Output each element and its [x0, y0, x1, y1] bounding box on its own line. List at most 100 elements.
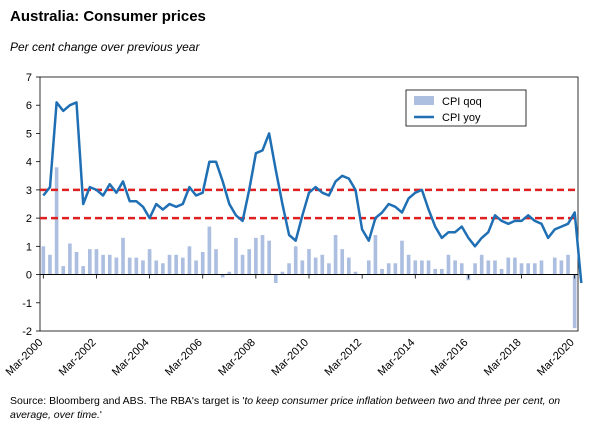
x-tick-label: Mar-2018: [482, 337, 524, 379]
qoq-bar: [214, 249, 218, 275]
x-tick-label: Mar-2010: [269, 337, 311, 379]
qoq-bar: [400, 240, 404, 275]
qoq-bar: [572, 274, 577, 329]
qoq-bar: [459, 263, 464, 275]
qoq-bar: [167, 254, 172, 275]
qoq-bar: [300, 260, 305, 275]
qoq-bar: [426, 260, 431, 275]
qoq-bar: [347, 257, 351, 275]
qoq-bar: [506, 257, 511, 275]
y-tick-label: -1: [22, 298, 32, 310]
qoq-bar: [366, 260, 371, 275]
qoq-bar: [327, 263, 331, 275]
qoq-bar: [200, 251, 205, 275]
qoq-bar: [161, 263, 165, 275]
qoq-bar: [559, 260, 564, 275]
qoq-bar: [41, 246, 46, 275]
y-tick-label: 5: [26, 128, 32, 140]
qoq-bar: [220, 274, 225, 278]
qoq-bar: [74, 251, 79, 275]
y-tick-label: -2: [22, 326, 32, 338]
y-tick-label: 0: [26, 270, 32, 282]
y-tick-label: 6: [26, 100, 32, 112]
qoq-bar: [552, 257, 557, 275]
qoq-bar: [380, 268, 384, 275]
qoq-bar: [94, 249, 99, 275]
plot-area: [39, 76, 579, 332]
qoq-bar: [87, 249, 92, 275]
source-suffix: ': [99, 409, 102, 421]
y-tick-label: 1: [26, 241, 32, 253]
qoq-bar: [293, 246, 298, 275]
qoq-bar: [247, 249, 252, 275]
qoq-bar: [121, 237, 125, 275]
qoq-bar: [340, 249, 345, 275]
qoq-bar: [54, 167, 59, 275]
x-tick-label: Mar-2006: [163, 337, 205, 379]
qoq-bar: [320, 254, 325, 275]
qoq-bar: [539, 260, 544, 275]
qoq-bar: [386, 263, 391, 275]
qoq-bar: [406, 254, 411, 275]
qoq-bar: [533, 263, 537, 275]
legend-label-yoy: CPI yoy: [442, 112, 481, 124]
y-tick-label: 7: [26, 72, 32, 84]
qoq-bar: [526, 263, 531, 275]
qoq-bar: [61, 266, 66, 275]
qoq-bar: [280, 271, 285, 275]
qoq-bar: [207, 226, 212, 275]
qoq-bar: [440, 268, 444, 275]
qoq-bar: [413, 260, 418, 275]
qoq-bar: [313, 257, 318, 275]
qoq-bar: [499, 268, 504, 275]
qoq-bar: [68, 243, 72, 275]
qoq-bar: [519, 263, 524, 275]
qoq-bar: [453, 260, 457, 275]
x-tick-label: Mar-2008: [216, 337, 258, 379]
qoq-bar: [48, 254, 52, 275]
legend-label-qoq: CPI qoq: [442, 96, 482, 108]
qoq-bar: [566, 254, 570, 275]
y-tick-label: 2: [26, 213, 32, 225]
qoq-bar: [174, 254, 178, 275]
qoq-bar: [240, 254, 245, 275]
yoy-line: [42, 101, 583, 284]
qoq-bar: [147, 249, 152, 275]
x-tick-label: Mar-2000: [4, 337, 46, 379]
qoq-bar: [373, 235, 378, 275]
x-tick-label: Mar-2002: [57, 337, 99, 379]
qoq-bar: [234, 237, 238, 275]
qoq-bar: [353, 271, 358, 275]
x-tick-label: Mar-2020: [535, 337, 577, 379]
qoq-bar: [187, 246, 192, 275]
source-quote: to keep consumer price inflation between…: [10, 395, 561, 421]
source-prefix: Source: Bloomberg and ABS. The RBA's tar…: [10, 395, 245, 407]
qoq-bar: [180, 257, 185, 275]
qoq-bar: [513, 257, 517, 275]
x-tick-label: Mar-2016: [429, 337, 471, 379]
x-tick-label: Mar-2014: [376, 337, 418, 379]
qoq-bar: [134, 257, 139, 275]
legend-swatch-qoq: [414, 96, 434, 105]
qoq-bar: [446, 254, 451, 275]
qoq-bar: [227, 271, 232, 275]
y-tick-label: 3: [26, 185, 32, 197]
qoq-bar: [493, 260, 497, 275]
qoq-bar: [287, 263, 291, 275]
qoq-bar: [307, 249, 311, 275]
qoq-bar: [81, 266, 85, 275]
qoq-bar: [420, 260, 424, 275]
y-tick-label: 4: [26, 157, 32, 169]
source-note: Source: Bloomberg and ABS. The RBA's tar…: [10, 394, 595, 422]
chart-subtitle: Per cent change over previous year: [10, 40, 200, 54]
qoq-bar: [473, 263, 477, 275]
qoq-bar: [114, 257, 119, 275]
qoq-bar: [194, 260, 198, 275]
qoq-bar: [273, 274, 278, 284]
qoq-bar: [393, 263, 398, 275]
x-tick-label: Mar-2012: [322, 337, 364, 379]
qoq-bar: [107, 254, 112, 275]
qoq-bar: [433, 268, 438, 275]
qoq-bar: [333, 235, 338, 275]
